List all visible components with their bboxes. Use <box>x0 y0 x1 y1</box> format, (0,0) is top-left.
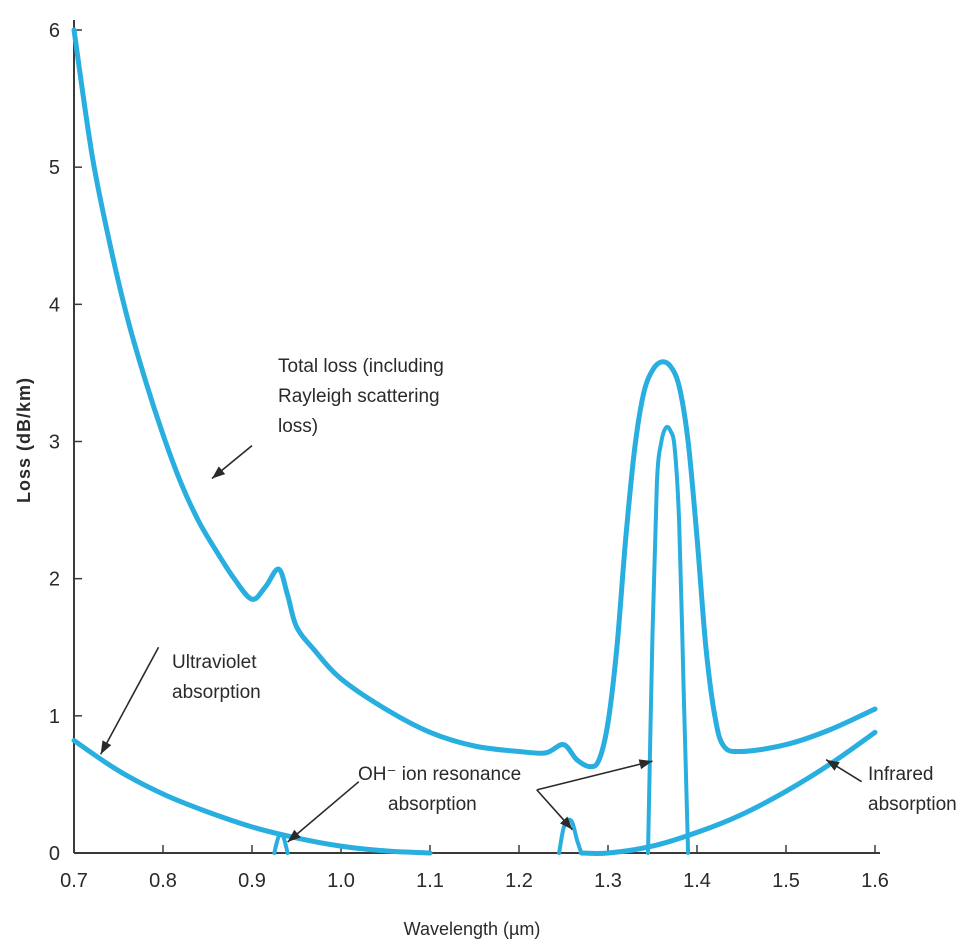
arrow-infrared <box>825 759 863 783</box>
arrow-oh-1 <box>287 781 360 843</box>
infrared-absorption-curve <box>578 729 878 856</box>
arrow-ultraviolet <box>99 646 160 755</box>
loss-curves <box>71 27 878 856</box>
x-tick-label: 1.6 <box>861 870 889 892</box>
arrow-total-loss <box>211 444 253 480</box>
y-tick-label: 5 <box>49 157 60 179</box>
y-tick-label: 4 <box>49 294 60 316</box>
y-tick-label: 6 <box>49 20 60 42</box>
annotation-total-loss: Total loss (including Rayleigh scatterin… <box>278 356 449 437</box>
annotation-arrows <box>99 444 863 843</box>
x-tick-label: 1.4 <box>683 870 711 892</box>
arrow-shaft <box>99 646 160 755</box>
y-axis-title: Loss (dB/km) <box>14 377 34 503</box>
arrow-head <box>211 466 226 479</box>
x-tick-label: 0.9 <box>238 870 266 892</box>
x-tick-label: 1.1 <box>416 870 444 892</box>
y-tick-label: 2 <box>49 569 60 591</box>
axis-ticks: 0.7 0.8 0.9 1.0 1.1 1.2 1.3 1.4 1.5 1.6 0 1 2 3 4 5 6 <box>49 20 889 892</box>
x-tick-label: 1.3 <box>594 870 622 892</box>
annotation-ultraviolet: Ultraviolet absorption <box>172 652 262 703</box>
y-tick-label: 1 <box>49 706 60 728</box>
arrow-shaft <box>536 760 653 791</box>
arrow-head <box>100 740 112 755</box>
arrow-oh-3 <box>536 759 653 791</box>
oh-resonance-curve <box>557 817 584 855</box>
y-tick-label: 0 <box>49 843 60 865</box>
x-tick-label: 1.2 <box>505 870 533 892</box>
x-tick-label: 0.7 <box>60 870 88 892</box>
annotation-oh-resonance: OH⁻ ion resonance absorption <box>358 764 526 815</box>
arrow-head <box>638 759 653 770</box>
x-tick-label: 1.5 <box>772 870 800 892</box>
arrow-oh-2 <box>536 789 573 831</box>
arrow-head <box>560 816 573 830</box>
y-tick-label: 3 <box>49 432 60 454</box>
oh-resonance-curve <box>646 424 691 855</box>
oh-resonance-curve <box>272 832 290 855</box>
arrow-head <box>826 759 840 771</box>
ultraviolet-absorption-curve <box>71 738 433 856</box>
arrow-head <box>287 829 301 843</box>
x-tick-label: 0.8 <box>149 870 177 892</box>
total-loss-curve <box>71 27 878 770</box>
annotation-infrared: Infrared absorption <box>868 764 957 815</box>
chart-axes <box>73 20 880 854</box>
x-tick-label: 1.0 <box>327 870 355 892</box>
arrow-shaft <box>287 781 360 843</box>
x-axis-title: Wavelength (µm) <box>404 919 541 939</box>
